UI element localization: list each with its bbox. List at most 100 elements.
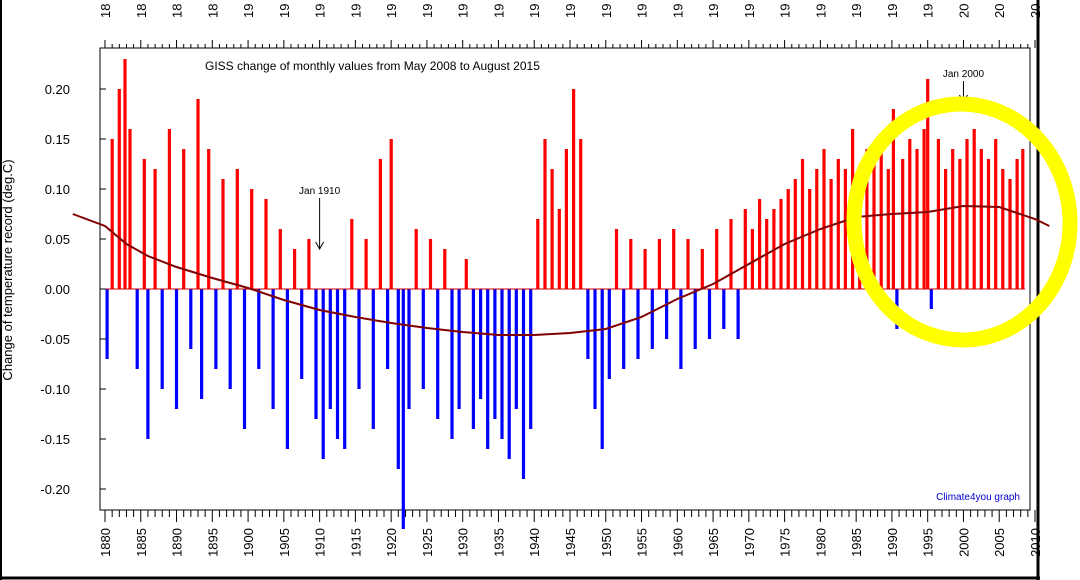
bar bbox=[936, 139, 940, 289]
bar bbox=[189, 289, 193, 349]
bar bbox=[636, 289, 640, 359]
bar bbox=[196, 99, 200, 289]
bar bbox=[586, 289, 590, 359]
bar bbox=[436, 289, 440, 419]
bar bbox=[1021, 149, 1025, 289]
bar bbox=[182, 149, 186, 289]
x-tick-label: 1980 bbox=[813, 528, 828, 557]
bar bbox=[450, 289, 454, 439]
bar bbox=[117, 89, 121, 289]
bar bbox=[679, 289, 683, 369]
bar bbox=[951, 149, 955, 289]
x-tick-label: 1925 bbox=[420, 528, 435, 557]
x-tick-label-top: 19 bbox=[384, 4, 399, 18]
bar bbox=[579, 139, 583, 289]
bar bbox=[471, 289, 475, 429]
bar bbox=[479, 289, 483, 399]
bar bbox=[629, 239, 633, 289]
bar bbox=[915, 149, 919, 289]
y-tick-label: 0.05 bbox=[45, 232, 70, 247]
bar bbox=[1001, 169, 1005, 289]
bar bbox=[378, 159, 382, 289]
bar bbox=[335, 289, 340, 439]
x-tick-label-top: 19 bbox=[599, 4, 614, 18]
bar bbox=[321, 289, 325, 459]
bar bbox=[715, 229, 719, 289]
bar bbox=[128, 129, 132, 289]
bar bbox=[722, 289, 726, 329]
bar bbox=[443, 249, 447, 289]
bar bbox=[386, 289, 390, 369]
bar bbox=[600, 289, 604, 449]
bar bbox=[371, 289, 375, 429]
bar bbox=[808, 189, 812, 289]
x-tick-label-top: 19 bbox=[241, 4, 256, 18]
highlight-ellipse bbox=[846, 96, 1078, 348]
credit-label: Climate4you graph bbox=[936, 492, 1020, 503]
bar bbox=[643, 249, 647, 289]
x-tick-label-top: 19 bbox=[635, 4, 650, 18]
x-tick-label-top: 18 bbox=[170, 4, 185, 18]
bar bbox=[364, 239, 368, 289]
x-tick-label-top: 19 bbox=[885, 4, 900, 18]
x-tick-label-top: 19 bbox=[670, 4, 685, 18]
bar bbox=[146, 289, 150, 439]
bar bbox=[672, 229, 676, 289]
bar bbox=[564, 149, 568, 289]
bar bbox=[929, 289, 933, 309]
bar bbox=[886, 169, 890, 289]
x-tick-label: 1970 bbox=[742, 528, 757, 557]
x-tick-label-top: 19 bbox=[492, 4, 507, 18]
x-axis-top: 18 18 18 18 19 19 19 19 19 19 19 19 19 19 19 19 19 19 19 19… bbox=[98, 4, 1043, 48]
y-tick-label: -0.15 bbox=[40, 432, 70, 447]
bar bbox=[707, 289, 712, 339]
bar bbox=[328, 289, 332, 409]
bar bbox=[793, 179, 797, 289]
bar bbox=[979, 149, 983, 289]
bar bbox=[153, 169, 157, 289]
bar bbox=[514, 289, 518, 409]
x-tick-label: 1900 bbox=[241, 528, 256, 557]
bar bbox=[779, 199, 783, 289]
bar bbox=[242, 289, 247, 429]
x-tick-label: 1985 bbox=[849, 528, 864, 557]
bar bbox=[285, 289, 289, 449]
x-tick-label: 1905 bbox=[277, 528, 292, 557]
x-tick-label-top: 20 bbox=[957, 4, 972, 18]
bar bbox=[421, 289, 425, 389]
bar bbox=[278, 229, 282, 289]
bar bbox=[944, 169, 948, 289]
bar bbox=[786, 189, 790, 289]
x-tick-label: 1895 bbox=[205, 528, 220, 557]
y-axis-label: Change of temperature record (deg.C) bbox=[0, 159, 15, 380]
bar bbox=[693, 289, 697, 349]
bar bbox=[650, 289, 654, 349]
bar bbox=[414, 229, 418, 289]
x-tick-label: 2005 bbox=[992, 528, 1007, 557]
bar bbox=[557, 209, 561, 289]
bar bbox=[750, 229, 754, 289]
x-tick-label-top: 19 bbox=[348, 4, 363, 18]
bar bbox=[457, 289, 461, 409]
x-tick-label: 1940 bbox=[527, 528, 542, 557]
bar bbox=[174, 289, 179, 409]
x-tick-label: 1960 bbox=[670, 528, 685, 557]
bar bbox=[550, 169, 554, 289]
bar bbox=[293, 249, 297, 289]
bar bbox=[486, 289, 490, 449]
x-tick-label-top: 19 bbox=[313, 4, 328, 18]
bar bbox=[543, 139, 547, 289]
bar bbox=[743, 209, 747, 289]
bar bbox=[314, 289, 318, 419]
bar bbox=[607, 289, 611, 379]
x-tick-label-top: 19 bbox=[563, 4, 578, 18]
x-tick-label: 1950 bbox=[599, 528, 614, 557]
bar bbox=[407, 289, 411, 409]
bar bbox=[926, 79, 930, 289]
y-tick-label: -0.05 bbox=[40, 332, 70, 347]
x-tick-label-top: 18 bbox=[134, 4, 149, 18]
bar bbox=[493, 289, 497, 419]
bar bbox=[922, 129, 926, 289]
bar bbox=[536, 219, 540, 289]
